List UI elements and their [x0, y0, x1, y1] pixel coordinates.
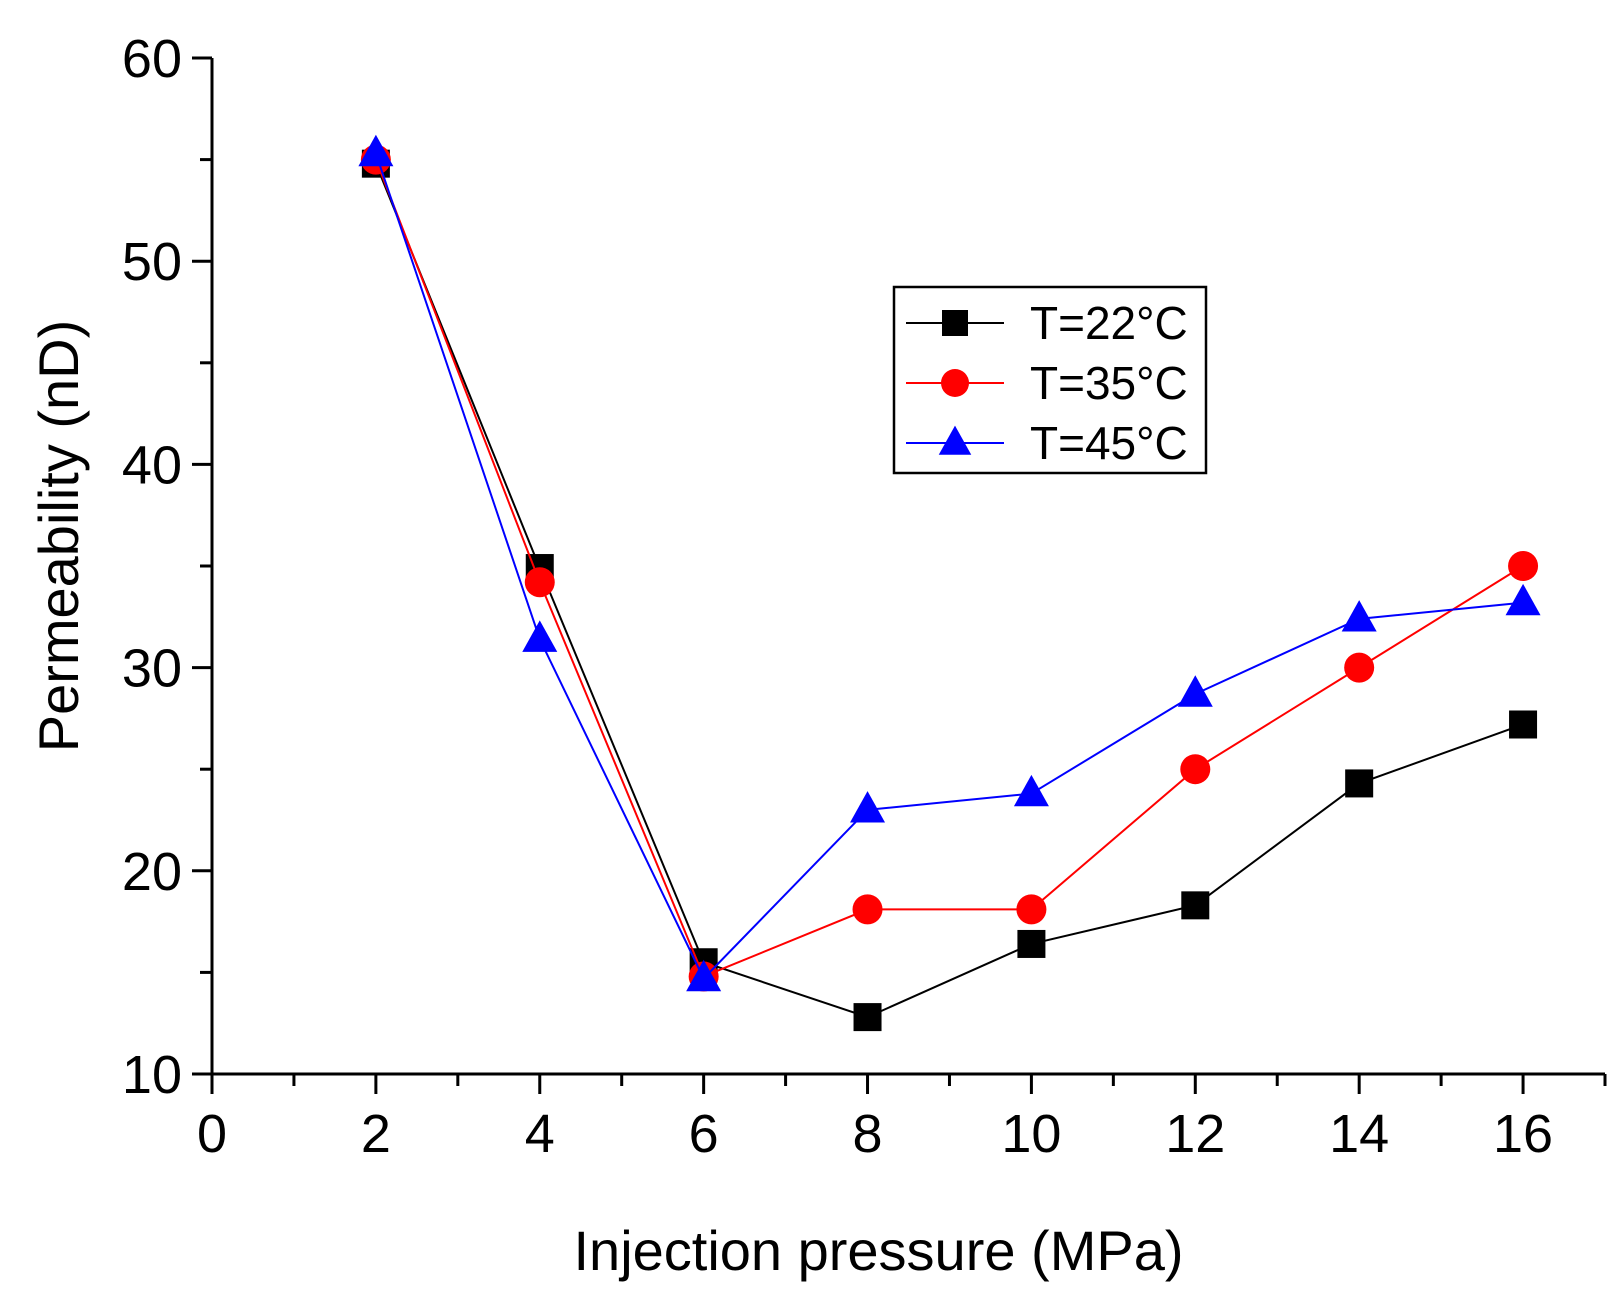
x-tick-label: 0: [197, 1104, 227, 1164]
data-point: [1509, 710, 1538, 739]
data-point: [1016, 894, 1047, 925]
y-tick-label: 30: [122, 639, 182, 699]
data-point: [1344, 652, 1375, 683]
series-0: [361, 149, 1538, 1032]
y-tick-label: 50: [122, 232, 182, 292]
data-point: [1508, 551, 1539, 581]
legend-label: T=35°C: [1030, 357, 1188, 409]
data-point: [1345, 769, 1374, 798]
x-tick-label: 10: [1001, 1104, 1061, 1164]
data-point: [852, 894, 883, 925]
data-point: [1177, 675, 1213, 707]
x-tick-label: 2: [361, 1104, 391, 1164]
data-point: [686, 959, 722, 992]
data-point: [1017, 929, 1046, 958]
legend-label: T=22°C: [1030, 297, 1188, 349]
data-point: [1181, 891, 1210, 920]
y-axis-title: Permeability (nD): [27, 320, 90, 753]
legend-entry: T=35°C: [906, 357, 1188, 409]
data-point: [522, 620, 558, 652]
series-line: [374, 163, 1524, 1019]
x-tick-label: 14: [1329, 1104, 1389, 1164]
x-tick-label: 12: [1165, 1104, 1225, 1164]
legend-marker: [942, 310, 968, 336]
y-tick-label: 20: [122, 842, 182, 902]
x-tick-label: 4: [525, 1104, 555, 1164]
plot-area: [358, 134, 1541, 1032]
data-point: [524, 567, 555, 598]
data-point: [1013, 774, 1049, 807]
legend-marker: [941, 369, 969, 397]
legend-entry: T=45°C: [906, 417, 1188, 469]
series-line: [374, 153, 1524, 981]
data-point: [1341, 600, 1377, 632]
x-tick-label: 16: [1493, 1104, 1553, 1164]
data-point: [358, 134, 394, 167]
data-point: [1180, 754, 1211, 785]
x-axis-title: Injection pressure (MPa): [573, 1219, 1183, 1282]
legend-entry: T=22°C: [906, 297, 1188, 349]
series-2: [358, 134, 1541, 992]
legend-marker: [938, 425, 972, 455]
y-tick-label: 40: [122, 435, 182, 495]
axes: 0 2 4 6 8 10 12 14 16 10 20 30 40 50 60 Injection press…: [27, 29, 1607, 1282]
series-line: [374, 159, 1524, 978]
legend: T=22°C T=35°C T=45°C: [892, 285, 1208, 475]
series-1: [360, 144, 1539, 992]
legend-label: T=45°C: [1030, 417, 1188, 469]
data-point: [1505, 583, 1541, 616]
x-tick-label: 8: [853, 1104, 883, 1164]
y-tick-label: 60: [122, 29, 182, 89]
y-tick-label: 10: [122, 1045, 182, 1105]
data-point: [850, 791, 886, 823]
x-tick-label: 6: [689, 1104, 719, 1164]
data-point: [853, 1003, 882, 1032]
